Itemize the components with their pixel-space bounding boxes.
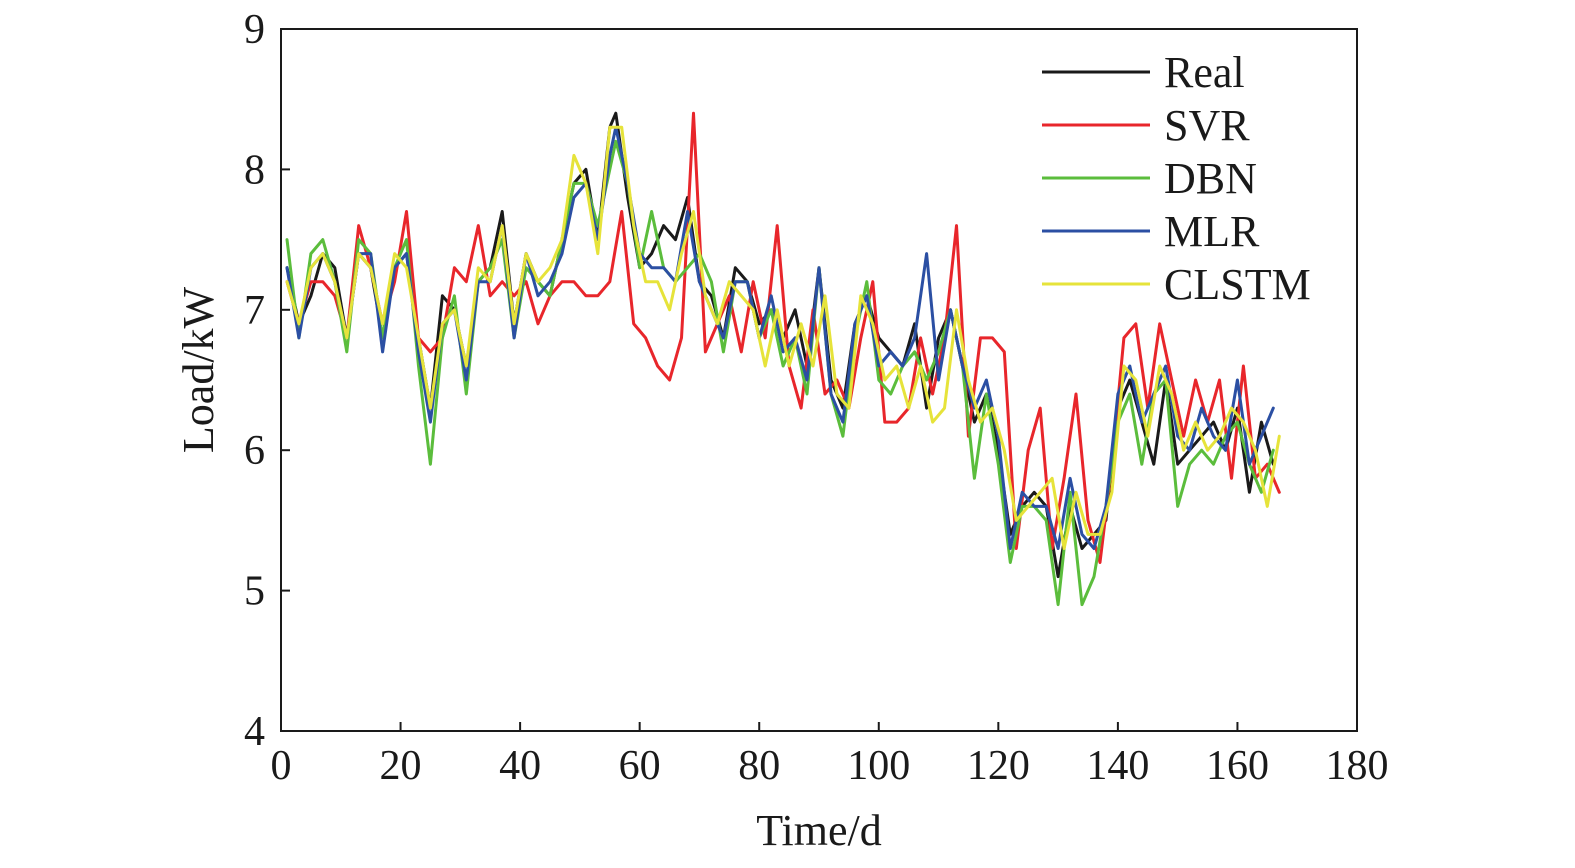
legend-label-clstm: CLSTM xyxy=(1164,260,1311,309)
x-tick-label: 180 xyxy=(1326,743,1389,789)
legend-label-svr: SVR xyxy=(1164,101,1250,150)
y-tick-label: 7 xyxy=(244,288,265,334)
plot-area-frame xyxy=(280,28,1358,732)
x-tick-label: 0 xyxy=(271,743,292,789)
x-tick-label: 60 xyxy=(619,743,661,789)
y-tick-label: 5 xyxy=(244,569,265,615)
x-tick-label: 80 xyxy=(738,743,780,789)
x-axis-tick-labels: 0 20 40 60 80 100 120 140 160 180 xyxy=(271,743,1389,789)
x-tick-label: 160 xyxy=(1206,743,1269,789)
series-layer xyxy=(285,111,1281,607)
x-tick-label: 40 xyxy=(499,743,541,789)
y-tick-label: 4 xyxy=(244,709,265,755)
y-tick-label: 6 xyxy=(244,428,265,474)
legend-label-real: Real xyxy=(1164,48,1245,97)
x-tick-label: 140 xyxy=(1086,743,1149,789)
y-tick-label: 9 xyxy=(244,7,265,53)
series-line-clstm xyxy=(285,125,1281,550)
y-axis-title: Load/kW xyxy=(174,286,223,453)
x-tick-label: 20 xyxy=(380,743,422,789)
legend-label-mlr: MLR xyxy=(1164,207,1260,256)
y-tick-label: 8 xyxy=(244,147,265,193)
x-axis-title: Time/d xyxy=(756,806,882,855)
axis-ticks xyxy=(280,28,1358,732)
x-tick-label: 100 xyxy=(847,743,910,789)
legend-label-dbn: DBN xyxy=(1164,154,1257,203)
y-axis-tick-labels: 4 5 6 7 8 9 xyxy=(244,7,265,755)
x-tick-label: 120 xyxy=(967,743,1030,789)
